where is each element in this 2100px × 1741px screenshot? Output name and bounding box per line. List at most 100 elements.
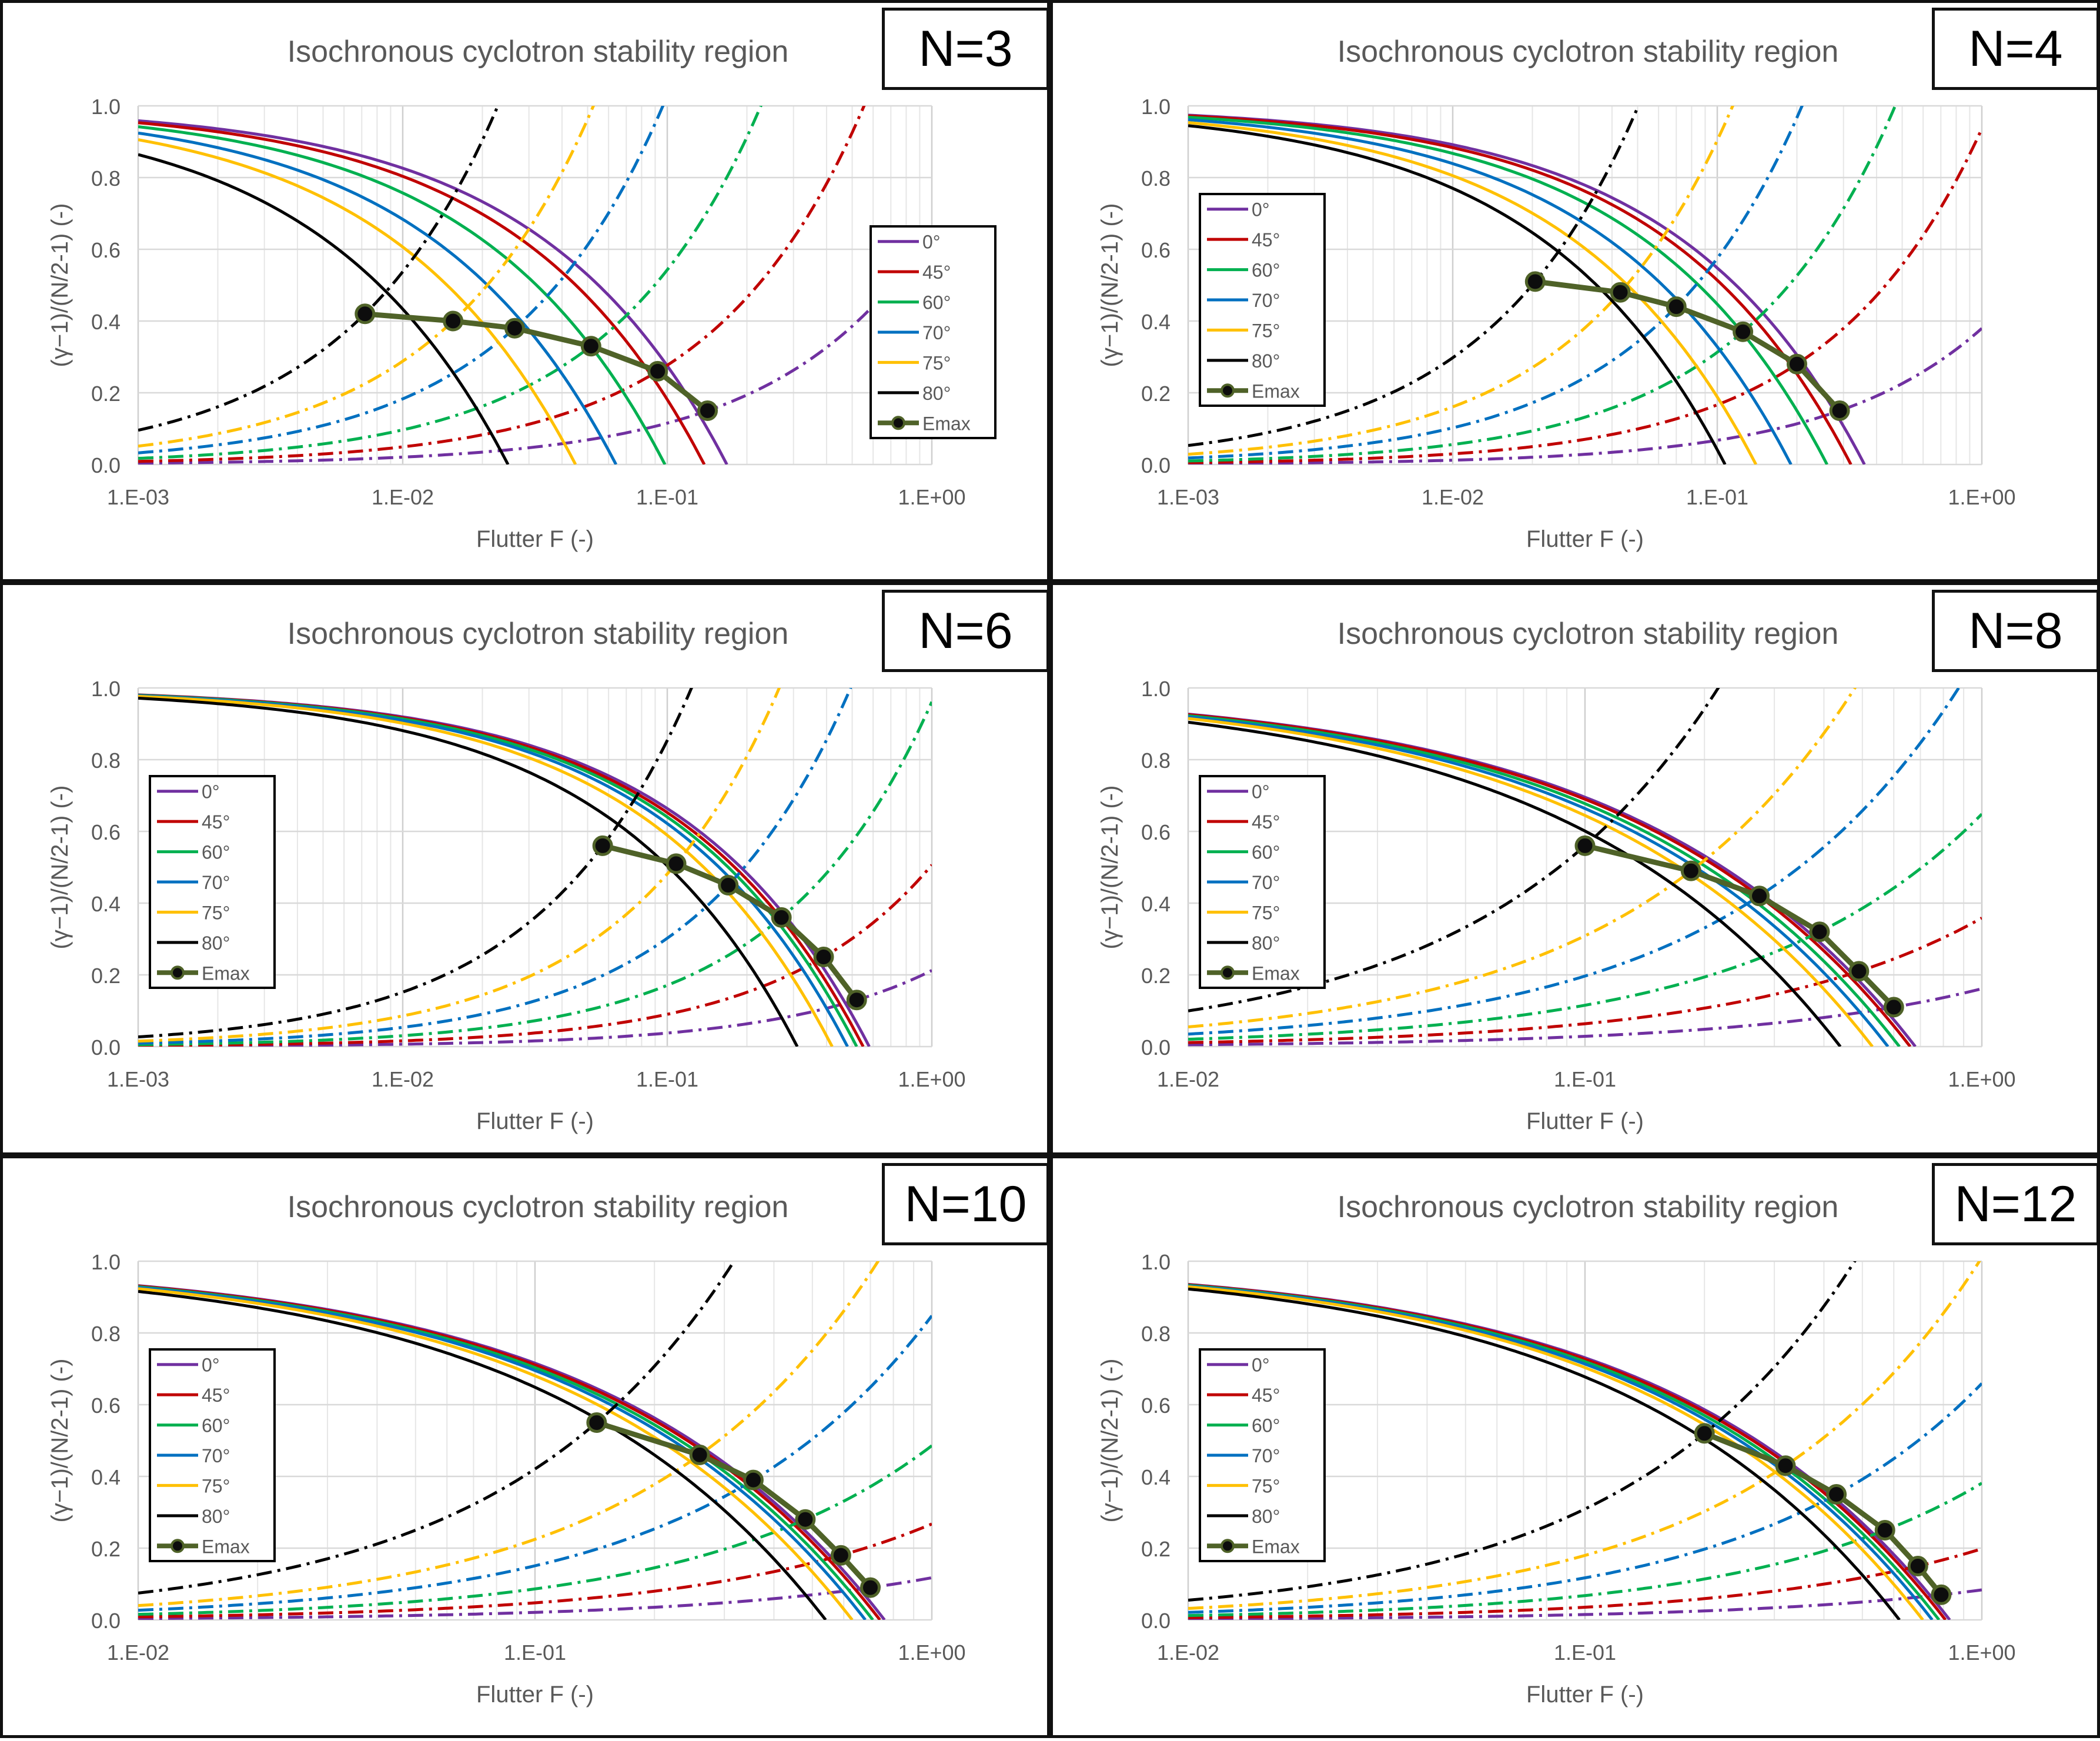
boundary-line [1188, 715, 1890, 1047]
y-tick-label: 0.0 [1141, 1035, 1171, 1060]
iso-line [1188, 987, 1982, 1047]
legend-label: 0° [202, 781, 220, 803]
x-axis-title: Flutter F (-) [1526, 1682, 1644, 1707]
x-tick-label: 1.E-03 [107, 1067, 169, 1091]
boundary-line [1188, 1285, 1924, 1620]
y-tick-label: 0.2 [91, 1537, 121, 1561]
iso-line [138, 106, 763, 460]
iso-line [1188, 128, 1982, 465]
y-tick-label: 0.4 [1141, 310, 1171, 334]
emax-point [1680, 860, 1701, 881]
legend: 0° 45° 60° 70° 75° 80° Emax [1199, 775, 1326, 989]
emax-point [1874, 1520, 1895, 1540]
emax-point [697, 400, 718, 421]
chart-panel: Isochronous cyclotron stability region 0.… [1050, 0, 2100, 582]
iso-line [1188, 1482, 1982, 1618]
x-tick-label: 1.E+00 [1948, 1067, 2015, 1091]
boundary-line [138, 125, 667, 465]
emax-point [860, 1577, 881, 1598]
iso-line [1188, 106, 1640, 447]
boundary-line [1188, 121, 1758, 465]
legend-label: 80° [922, 383, 951, 404]
legend-label: 0° [1252, 1355, 1270, 1376]
legend-label: Emax [1252, 380, 1300, 402]
chart-panel: Isochronous cyclotron stability region 0.… [1050, 1155, 2100, 1738]
emax-point [504, 318, 525, 339]
emax-point [1809, 921, 1830, 943]
y-tick-label: 0.2 [91, 382, 121, 406]
y-tick-label: 0.4 [91, 310, 121, 334]
chart-title: Isochronous cyclotron stability region [287, 617, 789, 651]
x-tick-label: 1.E-02 [1422, 485, 1484, 509]
boundary-line [1188, 1287, 1901, 1620]
chart-svg: Isochronous cyclotron stability region 0.… [1097, 35, 2016, 552]
x-tick-label: 1.E-01 [636, 485, 698, 509]
legend-marker [1220, 965, 1235, 980]
boundary-line [1188, 114, 1852, 465]
legend-label: 45° [202, 1385, 230, 1406]
x-tick-label: 1.E-03 [107, 485, 169, 509]
legend-marker [170, 965, 185, 980]
emax-point [830, 1545, 851, 1566]
emax-point [1883, 997, 1904, 1018]
y-axis-title: (γ−1)/(N/2-1) (-) [1097, 786, 1123, 950]
iso-line [138, 106, 596, 448]
legend: 0° 45° 60° 70° 75° 80° Emax [149, 775, 276, 989]
y-tick-label: 0.0 [1141, 1609, 1171, 1633]
y-tick-label: 0.4 [1141, 1465, 1171, 1489]
legend-label: 70° [1252, 1445, 1280, 1466]
chart-panel: Isochronous cyclotron stability region 0.… [0, 0, 1050, 582]
emax-point [1829, 400, 1850, 421]
y-tick-label: 0.6 [1141, 1394, 1171, 1418]
x-axis-title: Flutter F (-) [1526, 1108, 1644, 1134]
x-tick-label: 1.E-03 [1157, 485, 1219, 509]
iso-line [138, 231, 932, 465]
iso-line [1188, 106, 1897, 463]
emax-line [1584, 843, 1896, 1010]
y-tick-label: 0.0 [91, 1035, 121, 1060]
panel-label: N=6 [882, 590, 1049, 672]
gridlines [1187, 1260, 1983, 1621]
emax-point [443, 310, 464, 332]
x-tick-label: 1.E-02 [1157, 1067, 1219, 1091]
panel-label: N=4 [1932, 8, 2099, 90]
iso-line [138, 1315, 932, 1612]
legend-label: 45° [922, 262, 951, 283]
legend-label: 70° [922, 322, 951, 343]
emax-point [1574, 835, 1596, 856]
chart-title: Isochronous cyclotron stability region [287, 1190, 789, 1224]
emax-point [1786, 353, 1807, 375]
emax-point [1931, 1584, 1952, 1605]
y-axis-title: (γ−1)/(N/2-1) (-) [47, 1359, 73, 1523]
emax-point [743, 1469, 764, 1491]
legend-label: Emax [1252, 1536, 1300, 1557]
emax-point [1749, 885, 1770, 907]
emax-point [1848, 961, 1870, 982]
x-tick-label: 1.E-02 [107, 1640, 169, 1665]
legend-label: 75° [1252, 1475, 1280, 1496]
chart-title: Isochronous cyclotron stability region [1337, 35, 1839, 69]
y-axis-title: (γ−1)/(N/2-1) (-) [47, 203, 73, 367]
x-axis-title: Flutter F (-) [476, 526, 594, 552]
legend-label: 75° [202, 1475, 230, 1496]
y-tick-label: 0.0 [91, 1609, 121, 1633]
y-tick-label: 0.2 [91, 964, 121, 988]
iso-line [138, 701, 932, 1047]
legend: 0° 45° 60° 70° 75° 80° Emax [870, 225, 997, 439]
emax-point [846, 990, 867, 1011]
panel-label: N=3 [882, 8, 1049, 90]
x-tick-label: 1.E-01 [1554, 1640, 1616, 1665]
legend-marker [891, 416, 905, 430]
boundary-line [138, 119, 728, 465]
legend-label: 75° [1252, 902, 1280, 923]
emax-point [592, 835, 613, 856]
legend: 0° 45° 60° 70° 75° 80° Emax [1199, 193, 1326, 407]
y-tick-label: 0.8 [91, 1322, 121, 1346]
x-tick-label: 1.E-01 [1554, 1067, 1616, 1091]
chart-title: Isochronous cyclotron stability region [287, 35, 789, 69]
boundary-line [138, 1289, 827, 1620]
emax-point [580, 336, 601, 357]
emax-point [666, 853, 687, 874]
y-tick-label: 0.6 [1141, 820, 1171, 844]
emax-point [1775, 1455, 1796, 1476]
